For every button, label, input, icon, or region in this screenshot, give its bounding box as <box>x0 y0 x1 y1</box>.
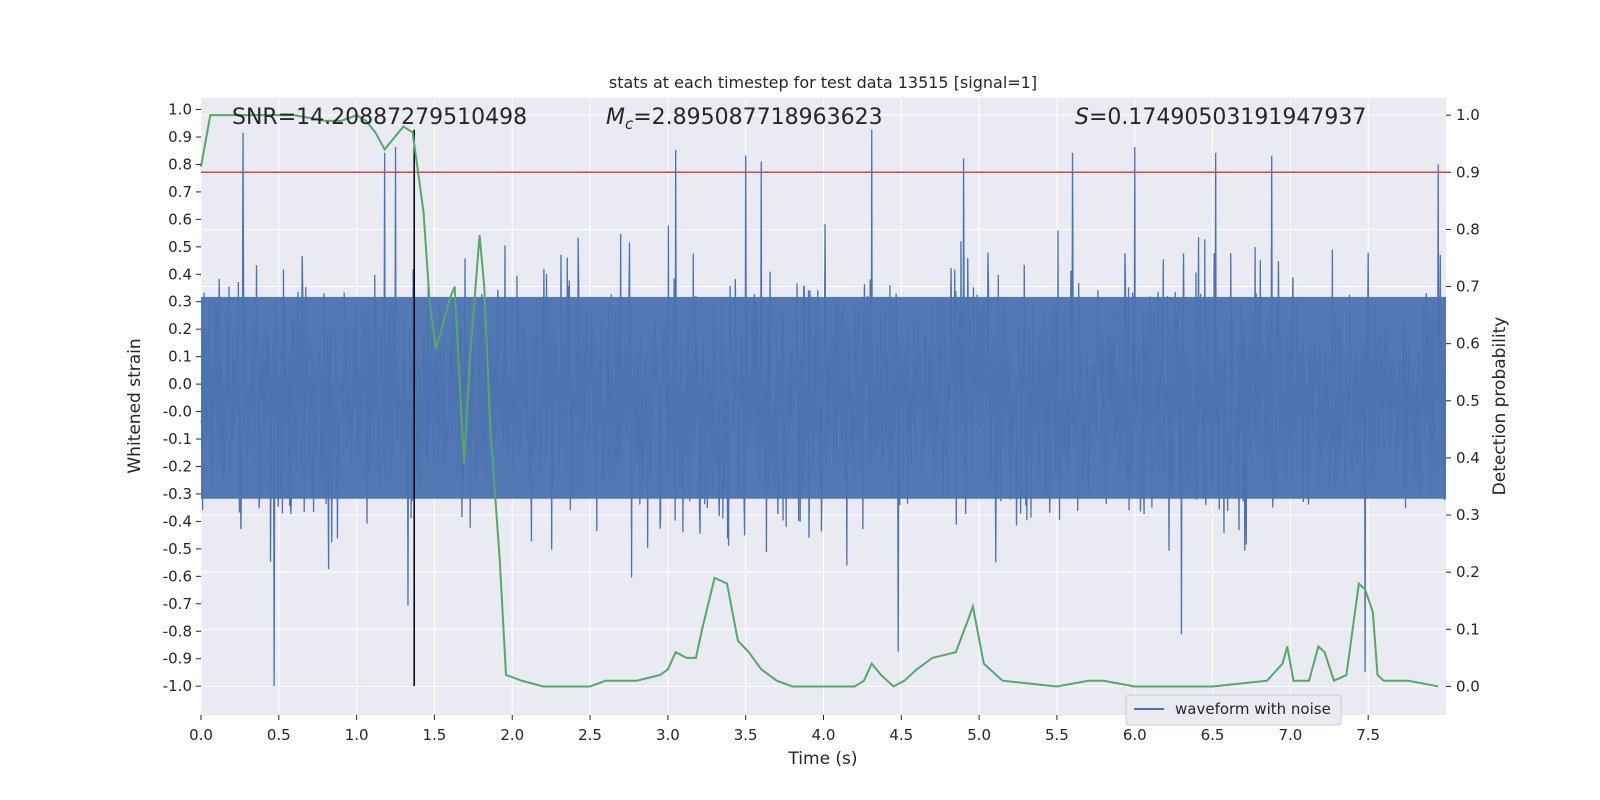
y-tick-label: 0.5 <box>168 238 192 256</box>
axes-ticks: 0.0 0.5 1.0 1.5 2.0 2.5 3.0 3.5 4.0 4.5 5.0 5.5 6.0 6… <box>163 101 1480 744</box>
y2-tick-label: 0.3 <box>1456 506 1480 524</box>
y-tick-label: 0.1 <box>168 348 192 366</box>
probability-line <box>200 114 1439 688</box>
probability-series <box>200 114 1439 688</box>
legend-label: waveform with noise <box>1175 700 1331 718</box>
y-tick-label: 0.9 <box>168 128 192 146</box>
y-tick-label: -0.7 <box>163 595 192 613</box>
y-tick-label: 0.3 <box>168 293 192 311</box>
x-tick-label: 6.5 <box>1201 726 1225 744</box>
y-tick-label: -1.0 <box>163 677 192 695</box>
x-tick-label: 2.5 <box>578 726 602 744</box>
y-tick-label: 0.6 <box>168 210 192 228</box>
s-annotation: S=0.17490503191947937 <box>1075 105 1366 130</box>
chirp-mass-symbol: M <box>606 105 625 130</box>
y-tick-label: -0.1 <box>163 430 192 448</box>
y2-tick-label: 0.8 <box>1456 220 1480 238</box>
y-tick-label: -0.0 <box>163 403 192 421</box>
y2-axis-label: Detection probability <box>1490 317 1510 496</box>
y2-tick-label: 0.7 <box>1456 278 1480 296</box>
y-tick-label: -0.6 <box>163 567 192 585</box>
y2-tick-label: 0.0 <box>1456 677 1480 695</box>
x-tick-label: 5.5 <box>1045 726 1069 744</box>
y-tick-label: -0.9 <box>163 650 192 668</box>
overlay-lines <box>201 129 1446 687</box>
y-axis-label: Whitened strain <box>125 338 145 473</box>
x-tick-label: 1.0 <box>345 726 369 744</box>
y2-tick-label: 1.0 <box>1456 106 1480 124</box>
x-tick-label: 3.0 <box>656 726 680 744</box>
legend-box <box>1125 694 1342 726</box>
s-symbol: S <box>1075 105 1089 130</box>
x-tick-label: 3.5 <box>734 726 758 744</box>
x-tick-label: 5.0 <box>967 726 991 744</box>
x-tick-label: 4.5 <box>889 726 913 744</box>
y2-tick-label: 0.1 <box>1456 620 1480 638</box>
y2-tick-label: 0.5 <box>1456 392 1480 410</box>
y-tick-label: 0.8 <box>168 155 192 173</box>
s-value: =0.17490503191947937 <box>1089 105 1366 130</box>
x-tick-label: 4.0 <box>812 726 836 744</box>
y2-tick-label: 0.9 <box>1456 163 1480 181</box>
strain-series <box>200 129 1447 687</box>
x-axis-label: Time (s) <box>787 749 857 769</box>
y-tick-label: -0.5 <box>163 540 192 558</box>
y2-tick-label: 0.6 <box>1456 335 1480 353</box>
y-tick-label: 0.0 <box>168 375 192 393</box>
x-tick-label: 7.0 <box>1278 726 1302 744</box>
chart-title: stats at each timestep for test data 135… <box>609 73 1037 92</box>
y-tick-label: 0.4 <box>168 265 192 283</box>
legend: waveform with noise <box>1125 694 1342 726</box>
y2-tick-label: 0.4 <box>1456 449 1480 467</box>
x-tick-label: 1.5 <box>423 726 447 744</box>
y-tick-label: 0.7 <box>168 183 192 201</box>
y-tick-label: -0.8 <box>163 622 192 640</box>
x-tick-label: 0.0 <box>189 726 213 744</box>
y-tick-label: 0.2 <box>168 320 192 338</box>
y2-tick-label: 0.2 <box>1456 563 1480 581</box>
y-tick-label: -0.3 <box>163 485 192 503</box>
chirp-mass-value: =2.895087718963623 <box>633 105 882 130</box>
x-tick-label: 0.5 <box>267 726 291 744</box>
x-tick-label: 2.0 <box>500 726 524 744</box>
snr-annotation: SNR=14.20887279510498 <box>232 105 527 130</box>
y-tick-label: 1.0 <box>168 101 192 119</box>
y-tick-label: -0.4 <box>163 512 192 530</box>
chirp-mass-annotation: Mc=2.895087718963623 <box>606 105 883 133</box>
x-tick-label: 7.5 <box>1356 726 1380 744</box>
x-tick-label: 6.0 <box>1123 726 1147 744</box>
y-tick-label: -0.2 <box>163 457 192 475</box>
chirp-mass-subscript: c <box>625 115 634 133</box>
strain-core-band <box>201 296 1446 499</box>
